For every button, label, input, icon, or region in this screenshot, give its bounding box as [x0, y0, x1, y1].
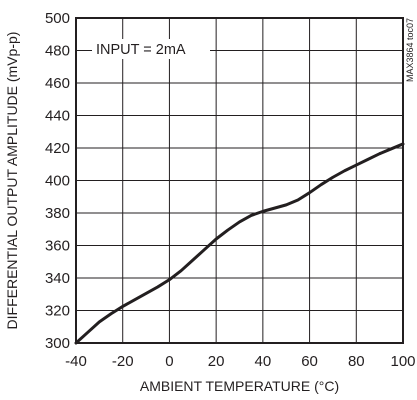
x-tick-label: 80 [348, 353, 365, 370]
y-tick-label: 440 [45, 108, 70, 125]
y-tick-label: 420 [45, 140, 70, 157]
y-tick-label: 480 [45, 43, 70, 60]
x-tick-labels: -40 -20 0 20 40 60 80 100 [65, 353, 415, 370]
y-tick-labels: 300 320 340 360 380 400 420 440 460 480 500 [45, 10, 70, 352]
y-tick-label: 460 [45, 75, 70, 92]
x-tick-label: 100 [390, 353, 415, 370]
y-tick-label: 400 [45, 173, 70, 190]
y-axis-title: DIFFERENTIAL OUTPUT AMPLITUDE (mVp-p) [4, 32, 20, 330]
x-axis-title: AMBIENT TEMPERATURE (°C) [140, 378, 339, 394]
x-tick-label: 40 [255, 353, 272, 370]
y-tick-label: 500 [45, 10, 70, 27]
y-tick-label: 320 [45, 303, 70, 320]
annotation-background [92, 39, 210, 59]
series-line [74, 142, 405, 345]
grid [75, 17, 404, 344]
x-tick-label: -20 [112, 353, 134, 370]
annotation-label: INPUT = 2mA [96, 42, 186, 58]
x-tick-label: -40 [65, 353, 87, 370]
y-tick-label: 300 [45, 335, 70, 352]
y-tick-label: 340 [45, 270, 70, 287]
y-tick-label: 360 [45, 238, 70, 255]
x-tick-label: 20 [208, 353, 225, 370]
y-tick-label: 380 [45, 205, 70, 222]
figure-code-label: MAX3864 toc07 [405, 18, 415, 82]
x-tick-label: 60 [301, 353, 318, 370]
x-tick-label: 0 [165, 353, 173, 370]
plot-frame [75, 17, 404, 344]
